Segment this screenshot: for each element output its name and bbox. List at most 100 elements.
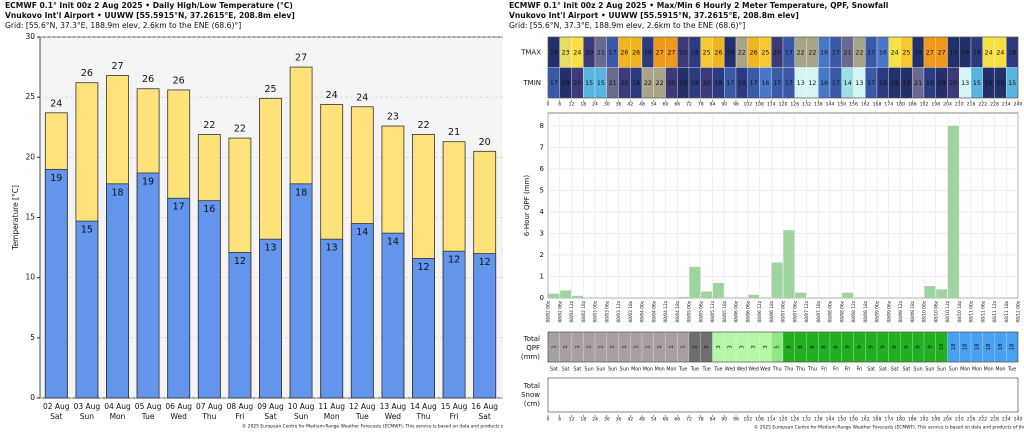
qpf-total-label: 1	[681, 345, 687, 349]
weekday-label: Mon	[655, 367, 665, 373]
qpf-total-label: 8	[786, 345, 792, 349]
x-tick-label: 30	[604, 417, 610, 423]
weekday-label: Tue	[1007, 367, 1016, 373]
x-tick-label: 08/07 00z	[781, 300, 787, 322]
data-label: 22	[234, 124, 246, 135]
temp-label: 15	[973, 80, 981, 87]
temp-label: 15	[585, 80, 593, 87]
low-bar	[381, 232, 405, 399]
data-label: 25	[264, 84, 276, 95]
x-tick-label: 08/08 06z	[839, 300, 845, 322]
data-label: 15	[81, 225, 93, 236]
x-tick-label: 12	[569, 102, 575, 108]
weekday-label: Fri	[857, 367, 863, 373]
temp-label: 20	[679, 49, 687, 56]
temp-label: 26	[620, 49, 628, 56]
temp-label: 19	[902, 80, 910, 87]
grid-info: Grid: [55.6°N, 37.3°E, 188.9m elev, 2.6k…	[5, 21, 241, 30]
qpf-bar	[701, 291, 713, 298]
temp-label: 19	[996, 80, 1004, 87]
x-tick-label: 05 Aug	[135, 402, 162, 411]
weekday-label: Sun	[914, 367, 923, 373]
x-tick-weekday: Sun	[294, 412, 309, 421]
temp-label: 27	[926, 49, 934, 56]
x-tick-label: 08/09 06z	[886, 300, 892, 322]
x-tick-label: 12	[569, 417, 575, 423]
x-tick-label: 12 Aug	[349, 402, 376, 411]
qpf-total-label: 18	[986, 343, 992, 350]
x-tick-label: 08/03 18z	[628, 300, 634, 322]
temp-label: 18	[644, 49, 652, 56]
x-tick-label: 204	[943, 417, 952, 423]
temp-label: 24	[891, 49, 899, 56]
x-tick-weekday: Sun	[508, 412, 523, 421]
qpf-total-label: 3	[728, 345, 734, 349]
x-tick-label: 06 Aug	[165, 402, 192, 411]
row-label: TMAX	[520, 48, 541, 56]
left-panel: ECMWF 0.1° Init 00z 2 Aug 2025 • Daily H…	[5, 1, 532, 430]
x-tick-label: 60	[663, 417, 669, 423]
weekday-label: Wed	[748, 367, 758, 373]
qpf-total-label: 1	[551, 345, 557, 349]
x-tick-label: 08/10 12z	[945, 300, 951, 322]
low-bar	[412, 258, 435, 399]
x-tick-label: 08/06 18z	[769, 300, 775, 322]
x-tick-label: 08/09 12z	[898, 300, 904, 322]
x-tick-label: 08/06 00z	[734, 300, 740, 322]
data-label: 12	[417, 262, 429, 273]
qpf-total-label: 2	[704, 345, 710, 349]
x-tick-label: 11 Aug	[318, 402, 345, 411]
data-label: 27	[295, 53, 307, 64]
x-tick-label: 08/11 18z	[1004, 300, 1010, 322]
x-tick-label: 08/02 06z	[557, 300, 563, 322]
x-tick-label: 228	[990, 417, 999, 423]
data-label: 22	[417, 120, 429, 131]
footer: © 2025 European Centre for Medium-Range …	[242, 423, 532, 430]
x-tick-label: 66	[674, 102, 680, 108]
qpf-total-label: 1	[657, 345, 663, 349]
data-label: 12	[479, 257, 491, 268]
x-tick-label: 108	[755, 102, 764, 108]
low-bar	[473, 253, 497, 399]
temp-label: 22	[855, 49, 863, 56]
x-tick-label: 03 Aug	[74, 402, 101, 411]
x-tick-label: 126	[790, 102, 799, 108]
data-label: 21	[448, 127, 460, 138]
x-tick-label: 210	[955, 102, 964, 108]
x-tick-label: 114	[767, 102, 776, 108]
x-tick-label: 08/03 12z	[616, 300, 622, 322]
temp-label: 27	[938, 49, 946, 56]
y-tick-label: 6	[540, 165, 545, 173]
x-tick-label: 08/12 00z	[1016, 300, 1022, 322]
x-tick-label: 08/05 12z	[710, 300, 716, 322]
weekday-label: Sun	[608, 367, 617, 373]
temp-label: 22	[656, 80, 664, 87]
qpf-total-label: 18	[951, 343, 957, 350]
low-bar	[75, 220, 99, 399]
x-tick-label: 132	[802, 417, 811, 423]
temp-label: 22	[797, 49, 805, 56]
data-label: 24	[356, 92, 368, 103]
x-tick-label: 156	[849, 102, 858, 108]
x-tick-label: 186	[908, 102, 917, 108]
qpf-total-label: 3	[763, 345, 769, 349]
weekday-label: Thu	[772, 367, 782, 373]
high-bar	[504, 230, 526, 398]
x-tick-label: 0	[547, 102, 550, 108]
low-bar	[259, 238, 282, 399]
qpf-bar	[936, 289, 948, 298]
low-bar	[167, 197, 191, 399]
y-tick-label: 0	[30, 393, 35, 402]
x-tick-label: 08/06 12z	[757, 300, 763, 322]
x-tick-label: 210	[955, 417, 964, 423]
temp-label: 19	[938, 80, 946, 87]
qpf-total-label: 1	[634, 345, 640, 349]
y-axis-label: 6-Hour QPF (mm)	[523, 175, 531, 236]
weekday-label: Wed	[725, 367, 735, 373]
temp-label: 20	[703, 80, 711, 87]
y-tick-label: 20	[25, 152, 35, 161]
x-tick-label: 150	[837, 417, 846, 423]
x-tick-label: 90	[721, 417, 727, 423]
x-tick-label: 36	[616, 102, 622, 108]
x-tick-weekday: Wed	[385, 412, 402, 421]
